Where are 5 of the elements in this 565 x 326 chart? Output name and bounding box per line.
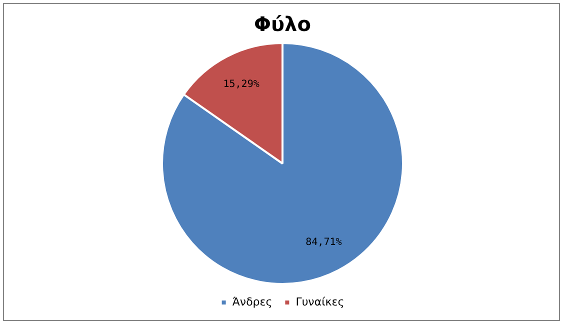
data-label: 84,71% (306, 237, 342, 248)
data-label: 15,29% (223, 79, 260, 90)
legend-label: Γυναίκες (296, 295, 344, 308)
chart-title: Φύλο (254, 12, 311, 36)
legend-label: Άνδρες (232, 295, 272, 308)
